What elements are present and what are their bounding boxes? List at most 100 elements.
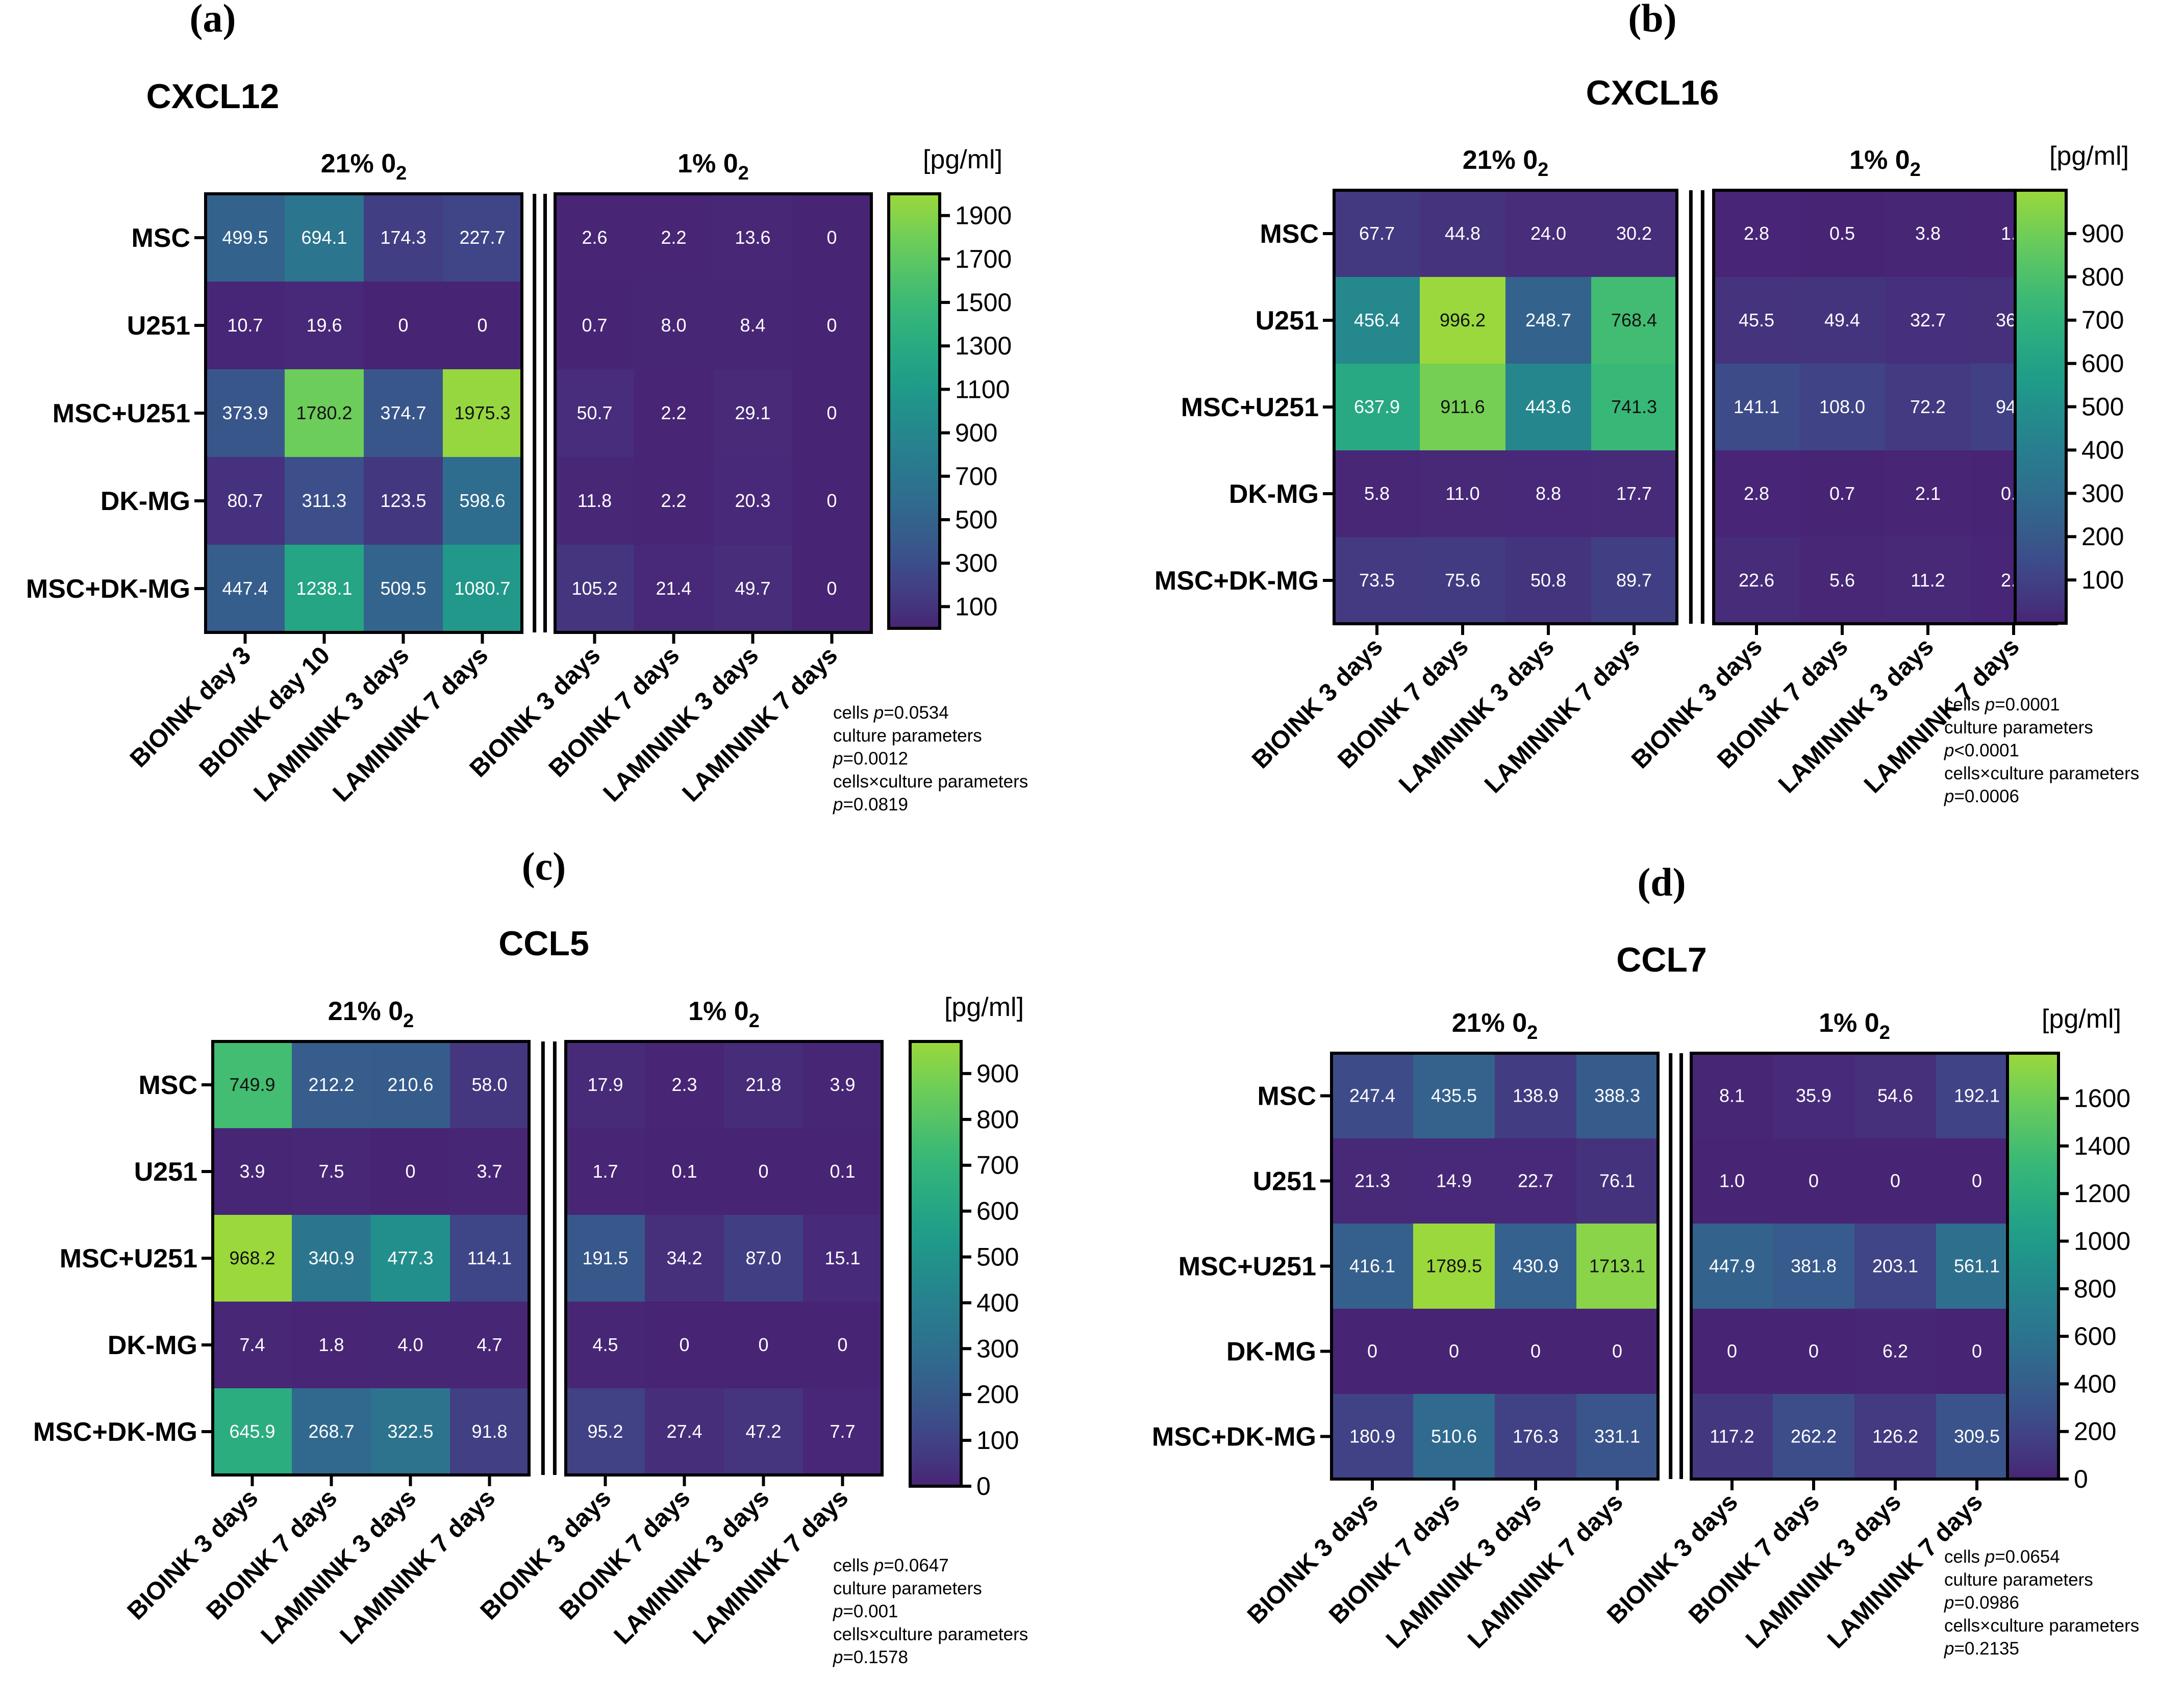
cell-value: 2.8	[1744, 223, 1769, 244]
heatmap-cell	[724, 1302, 804, 1389]
cell-value: 72.2	[1910, 396, 1946, 417]
colorbar-tick-label: 1300	[955, 332, 1012, 360]
cell-value: 248.7	[1525, 310, 1571, 330]
stats-line: culture parameters	[1944, 718, 2093, 737]
cell-value: 1.0	[1719, 1170, 1745, 1191]
heatmap-cell	[1576, 1309, 1659, 1394]
cell-value: 0	[405, 1161, 415, 1182]
cell-value: 21.3	[1354, 1170, 1390, 1191]
oxygen-group-label: 1% 02	[688, 997, 760, 1032]
heatmap-cell	[443, 457, 522, 545]
column-label: LAMININK 3 days	[256, 1484, 421, 1650]
cell-value: 2.1	[1915, 483, 1941, 504]
column-label: LAMININK 3 days	[1381, 1488, 1547, 1654]
heatmap-cell	[1420, 537, 1506, 624]
heatmap-cell	[792, 282, 872, 370]
cell-value: 0	[1612, 1341, 1622, 1362]
cell-value: 174.3	[380, 227, 426, 248]
colorbar-tick-label: 200	[976, 1380, 1019, 1409]
heatmap-cell	[792, 545, 872, 633]
cell-value: 0	[826, 490, 837, 511]
cell-value: 968.2	[229, 1248, 275, 1268]
cell-value: 91.8	[471, 1421, 507, 1442]
stats-line: p=0.0819	[833, 795, 908, 815]
heatmap-cell	[1591, 537, 1677, 624]
cell-value: 75.6	[1445, 570, 1480, 591]
row-label: MSC+U251	[60, 1244, 197, 1274]
heatmap-cell	[1799, 537, 1886, 624]
heatmap-cell	[450, 1388, 530, 1475]
colorbar	[2014, 189, 2068, 625]
heatmap-panel-a: (a) CXCL12 21% 02 1% 02 499.5 694.1 174.3 227.7…	[26, 0, 1028, 815]
cell-value: 11.2	[1911, 570, 1945, 591]
heatmap-cell	[292, 1215, 371, 1302]
heatmap-cell	[371, 1215, 450, 1302]
heatmap-cell	[1332, 1053, 1414, 1139]
heatmap-cell	[555, 282, 635, 370]
cell-value: 0	[1972, 1170, 1982, 1191]
heatmap-cell	[1591, 364, 1677, 451]
cell-value: 212.2	[308, 1074, 354, 1095]
cell-value: 50.8	[1530, 570, 1566, 591]
heatmap-cell	[1332, 1394, 1414, 1480]
heatmap-cell	[213, 1041, 292, 1129]
cell-value: 10.7	[227, 315, 263, 336]
cell-value: 0.7	[582, 315, 607, 336]
heatmap-cell	[206, 545, 285, 633]
heatmap-panel-b: (b) CXCL16 21% 02 1% 02 67.7 44.8 24.0 30.2 2.8 0…	[1154, 0, 2139, 806]
row-label: U251	[1253, 1167, 1316, 1197]
heatmap-cell	[803, 1302, 883, 1389]
heatmap-cell	[634, 282, 714, 370]
heatmap-cell	[713, 369, 793, 457]
group-separator	[529, 1041, 566, 1475]
heatmap-cell	[292, 1128, 371, 1215]
cell-value: 24.0	[1530, 223, 1566, 244]
cell-value: 447.9	[1709, 1256, 1755, 1277]
cell-value: 4.5	[592, 1334, 618, 1355]
row-label: MSC	[131, 223, 190, 253]
cell-value: 499.5	[222, 227, 268, 248]
heatmap-cell	[645, 1128, 724, 1215]
cell-value: 561.1	[1954, 1256, 2000, 1277]
cell-value: 17.7	[1616, 483, 1652, 504]
chart-title: CXCL12	[146, 77, 280, 116]
chart-title: CCL7	[1616, 940, 1707, 979]
cell-value: 11.8	[578, 490, 612, 511]
cell-value: 477.3	[387, 1248, 433, 1268]
heatmap-cell	[1420, 364, 1506, 451]
cell-value: 388.3	[1594, 1085, 1640, 1106]
heatmap-cell	[1936, 1138, 2018, 1224]
stats-line: p<0.0001	[1944, 741, 2019, 760]
cell-value: 30.2	[1616, 223, 1652, 244]
colorbar-tick-label: 400	[976, 1288, 1019, 1317]
cell-value: 0	[477, 315, 487, 336]
heatmap-cell	[364, 369, 443, 457]
row-label: DK-MG	[1229, 479, 1319, 509]
heatmap-cell	[1495, 1138, 1577, 1224]
group-separator	[1677, 190, 1714, 624]
heatmap-cell	[1495, 1224, 1577, 1309]
heatmap-cell	[1495, 1394, 1577, 1480]
heatmap-panel-c: (c) CCL5 21% 02 1% 02 749.9 212.2 210.6 58.0 17.…	[33, 844, 1028, 1667]
cell-value: 114.1	[467, 1248, 512, 1268]
cell-value: 8.4	[740, 315, 765, 336]
colorbar-tick-label: 900	[955, 419, 997, 447]
heatmap-cell	[1334, 537, 1420, 624]
row-label: MSC	[138, 1071, 197, 1100]
heatmap-cell	[1773, 1053, 1855, 1139]
heatmap-cell	[364, 545, 443, 633]
cell-value: 2.6	[582, 227, 607, 248]
heatmap-cell	[206, 369, 285, 457]
heatmap-cell	[555, 369, 635, 457]
heatmap-cell	[1714, 537, 1800, 624]
cell-value: 0	[758, 1161, 768, 1182]
cell-value: 8.8	[1536, 483, 1561, 504]
colorbar-tick-label: 1900	[955, 201, 1012, 230]
cell-value: 21.8	[745, 1074, 781, 1095]
heatmap-cell	[566, 1128, 645, 1215]
heatmap-cell	[1691, 1224, 1773, 1309]
cell-value: 47.2	[745, 1421, 781, 1442]
heatmap-cell	[1334, 190, 1420, 277]
cell-value: 141.1	[1734, 396, 1779, 417]
cell-value: 456.4	[1354, 310, 1400, 330]
